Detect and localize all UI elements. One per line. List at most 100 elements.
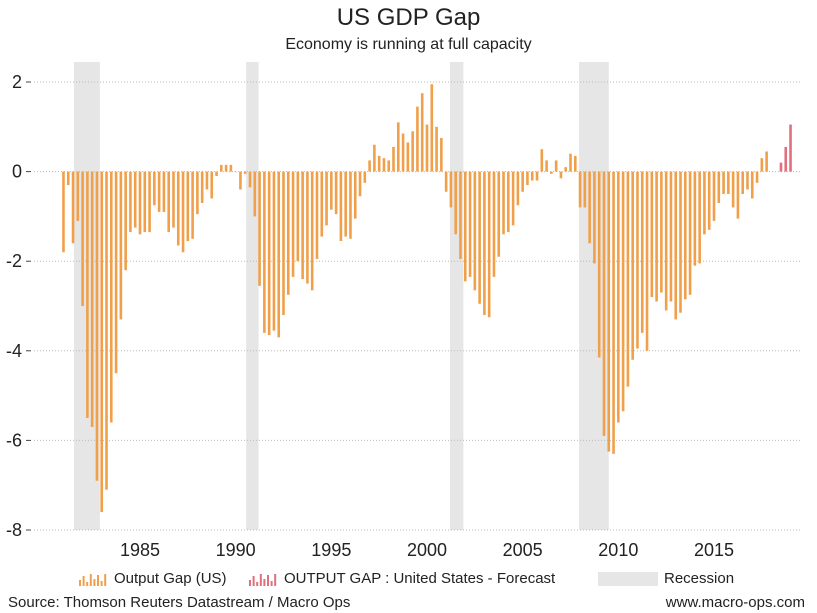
bar-output-gap [129,171,132,233]
bar-output-gap [90,171,94,427]
bar-output-gap [688,171,692,295]
bar-output-gap [693,171,697,266]
bar-output-gap [621,171,625,412]
bar-output-gap [320,171,324,237]
bar-output-gap [71,171,75,244]
bar-output-gap [138,171,142,235]
legend-icon-bar [252,575,255,586]
legend-icon-bar [100,580,103,586]
bar-output-gap [243,171,247,174]
bar-output-gap [631,171,634,360]
chart-subtitle: Economy is running at full capacity [285,36,532,53]
bars [62,84,792,513]
bar-output-gap [521,171,524,192]
bar-output-gap [181,171,185,253]
bar-output-gap [736,171,740,219]
bar-forecast [784,146,788,172]
bar-output-gap [353,171,357,219]
bar-output-gap [545,160,548,172]
recession-band [246,62,259,530]
bar-output-gap [401,133,405,172]
legend-item-output-gap: Output Gap (US) [78,570,227,587]
bar-output-gap [100,171,104,513]
bar-output-gap [253,171,257,217]
bar-output-gap [119,171,123,320]
bar-output-gap [95,171,99,481]
bar-output-gap [526,171,529,186]
bar-output-gap [286,171,290,295]
bar-output-gap [315,171,319,259]
bar-output-gap [339,171,343,242]
bar-output-gap [535,171,539,181]
bar-output-gap [172,171,175,228]
bar-output-gap [373,144,376,172]
bar-output-gap [463,171,467,282]
bar-output-gap [239,171,242,190]
bar-output-gap [483,171,486,315]
legend-icon-bar [256,581,259,586]
recession-bands [73,62,609,530]
bar-output-gap [507,171,510,233]
bar-output-gap [727,171,730,194]
bar-output-gap [440,138,443,172]
bar-output-gap [454,171,457,235]
bar-output-gap [655,171,658,302]
bar-output-gap [334,171,338,215]
bar-output-gap [679,171,682,313]
y-tick-label: 2 [12,72,22,92]
bar-output-gap [698,171,701,264]
bar-output-gap [674,171,678,320]
bar-output-gap [114,171,118,374]
bar-output-gap [310,171,314,291]
bar-output-gap [707,171,711,230]
bar-output-gap [746,171,749,190]
bar-output-gap [234,171,237,173]
bar-output-gap [468,171,472,277]
x-tick-label: 2015 [694,540,734,560]
chart-title: US GDP Gap [336,4,481,31]
y-tick-label: -8 [6,520,22,540]
bar-output-gap [583,171,587,208]
bar-output-gap [473,171,477,291]
bar-output-gap [248,171,252,188]
legend-label: Recession [664,570,735,587]
legend-icon-bar [104,573,107,586]
bar-output-gap [220,164,223,172]
recession-band [449,62,464,530]
legend-item-recession: Recession [598,570,734,587]
bar-output-gap [645,171,649,351]
bar-output-gap [750,171,754,199]
bar-output-gap [550,171,553,174]
bar-output-gap [200,171,204,203]
legend-icon-bar [267,574,269,586]
bar-output-gap [741,171,744,194]
x-tick-label: 1995 [311,540,351,560]
bar-output-gap [272,171,276,331]
y-axis: 2 0 -2 -4 -6 -8 [6,72,31,540]
bar-output-gap [449,171,453,208]
x-tick-label: 2005 [503,540,543,560]
legend-icon-bar [249,579,251,586]
bar-output-gap [162,171,166,212]
bar-output-gap [325,171,328,226]
bar-output-gap [105,171,108,490]
x-tick-label: 1985 [120,540,160,560]
bar-output-gap [86,171,89,418]
bar-output-gap [578,171,582,208]
bar-output-gap [569,153,572,172]
bar-output-gap [502,171,505,235]
bar-output-gap [148,171,151,233]
legend-icon-bar [259,573,262,586]
bar-output-gap [358,171,362,197]
bar-output-gap [540,149,544,172]
bar-output-gap [133,171,137,228]
bar-output-gap [516,171,520,206]
bar-output-gap [530,171,534,181]
legend-icon-bar [93,578,96,586]
legend-icon-bar [79,579,81,586]
bar-forecast [779,162,783,172]
bar-output-gap [597,171,601,358]
x-axis: 1985 1990 1995 2000 2005 2010 2015 [120,540,734,560]
x-tick-label: 1990 [216,540,256,560]
bar-output-gap [167,171,170,233]
